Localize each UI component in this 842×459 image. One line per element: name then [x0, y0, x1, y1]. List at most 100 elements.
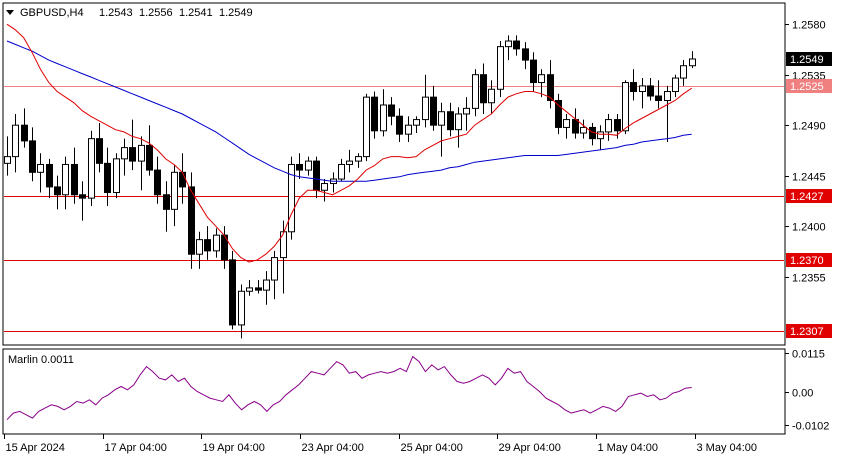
- candle-bear: [647, 85, 654, 97]
- time-tick-label: 15 Apr 2024: [6, 442, 65, 454]
- candle-bull: [580, 126, 587, 134]
- time-tick-label: 3 May 04:00: [697, 442, 758, 454]
- candle-bull: [438, 111, 445, 126]
- candle-bull: [488, 88, 495, 104]
- candle-bull: [138, 144, 145, 162]
- candle-bear: [513, 40, 520, 50]
- candle-bull: [12, 124, 19, 158]
- candles: [4, 35, 696, 339]
- candle-bear: [388, 104, 395, 117]
- candle-bull: [37, 163, 44, 173]
- candle-bear: [29, 140, 36, 173]
- horizontal-levels: [4, 86, 784, 332]
- moving-averages: [6, 23, 692, 263]
- candle-bull: [563, 119, 570, 128]
- candle-bull: [689, 58, 696, 67]
- time-tick-label: 19 Apr 04:00: [203, 442, 265, 454]
- candle-bear: [71, 163, 78, 196]
- candle-bear: [396, 115, 403, 135]
- candle-bull: [664, 91, 671, 102]
- candle-bear: [154, 169, 161, 196]
- candle-bear: [204, 239, 211, 252]
- candle-bull: [338, 163, 345, 180]
- ohlc-open: 1.2543: [99, 7, 133, 19]
- price-pane-frame: [2, 2, 786, 346]
- candle-bull: [113, 158, 120, 194]
- candle-bull: [413, 119, 420, 126]
- price-tick-label: 1.2445: [792, 172, 826, 184]
- indicator-tick-label: 0.00: [792, 388, 813, 400]
- candle-bear: [614, 119, 621, 132]
- candle-bull: [271, 257, 278, 281]
- price-tick-label: 1.2580: [792, 20, 826, 32]
- candle-bear: [146, 144, 153, 171]
- candle-bear: [229, 259, 236, 326]
- candle-bear: [96, 138, 103, 164]
- candle-bear: [522, 48, 529, 61]
- candle-bear: [104, 162, 111, 194]
- time-tick-label: 25 Apr 04:00: [401, 442, 463, 454]
- time-tick-label: 17 Apr 04:00: [105, 442, 167, 454]
- bid-price-tag-label: 1.2549: [790, 54, 824, 66]
- candle-bull: [196, 239, 203, 255]
- candle-bear: [430, 96, 437, 126]
- time-tick-label: 29 Apr 04:00: [499, 442, 561, 454]
- candle-bull: [238, 290, 245, 326]
- candle-bear: [46, 163, 53, 188]
- candle-bear: [313, 160, 320, 191]
- candle-bull: [505, 40, 512, 48]
- candle-bull: [622, 82, 629, 132]
- candle-bull: [472, 74, 479, 109]
- candle-bull: [346, 160, 353, 165]
- candle-bull: [171, 171, 178, 210]
- level-price-tag-bg: [786, 324, 832, 338]
- indicator-tick-label: 0.0115: [792, 349, 825, 361]
- candle-bull: [321, 183, 328, 191]
- candle-bear: [630, 82, 637, 93]
- level-price-tag-label: 1.2427: [790, 191, 824, 203]
- candle-bear: [572, 119, 579, 134]
- bid-price-tag-bg: [786, 52, 832, 66]
- time-axis: 15 Apr 2024 17 Apr 04:00 19 Apr 04:00 23 Ap…: [4, 434, 758, 454]
- candle-bull: [597, 131, 604, 140]
- level-price-tag-bg: [786, 253, 832, 267]
- price-tick-label: 1.2355: [792, 273, 826, 285]
- price-tick-label: 1.2490: [792, 121, 826, 133]
- time-tick-label: 1 May 04:00: [598, 442, 659, 454]
- candle-bear: [179, 171, 186, 188]
- indicator-axis: 0.0115 0.00 -0.0102: [785, 349, 829, 433]
- candle-bear: [555, 100, 562, 128]
- candle-bear: [480, 74, 487, 104]
- ohlc-close: 1.2549: [219, 7, 253, 19]
- candle-bull: [62, 163, 69, 196]
- indicator-tick-label: -0.0102: [792, 421, 829, 433]
- slow-ma-line: [6, 40, 692, 182]
- time-tick-label: 23 Apr 04:00: [302, 442, 364, 454]
- candle-bull: [355, 156, 362, 162]
- indicator-pane-frame: [2, 348, 786, 435]
- candle-bull: [463, 107, 470, 115]
- ask-price-tag-label: 1.2525: [790, 81, 824, 93]
- candle-bull: [538, 74, 545, 84]
- candle-bull: [280, 231, 287, 259]
- candle-bear: [371, 96, 378, 132]
- candle-bear: [54, 186, 61, 196]
- candle-bear: [447, 111, 454, 131]
- candle-bull: [246, 287, 253, 292]
- collapse-arrow-icon[interactable]: [6, 10, 14, 15]
- candle-bear: [163, 194, 170, 210]
- candle-bull: [380, 104, 387, 132]
- symbol-label: GBPUSD,H4: [20, 7, 84, 19]
- oscillator-line: [6, 355, 692, 421]
- candle-bear: [530, 59, 537, 84]
- price-tags: 1.2549 1.2525 1.2427 1.2370 1.2307: [786, 52, 832, 338]
- candle-bull: [213, 234, 220, 252]
- candle-bull: [263, 279, 270, 291]
- candle-bull: [497, 46, 504, 90]
- candle-bear: [296, 163, 303, 171]
- candle-bull: [605, 119, 612, 133]
- level-price-tag-bg: [786, 189, 832, 203]
- candle-bull: [305, 160, 312, 171]
